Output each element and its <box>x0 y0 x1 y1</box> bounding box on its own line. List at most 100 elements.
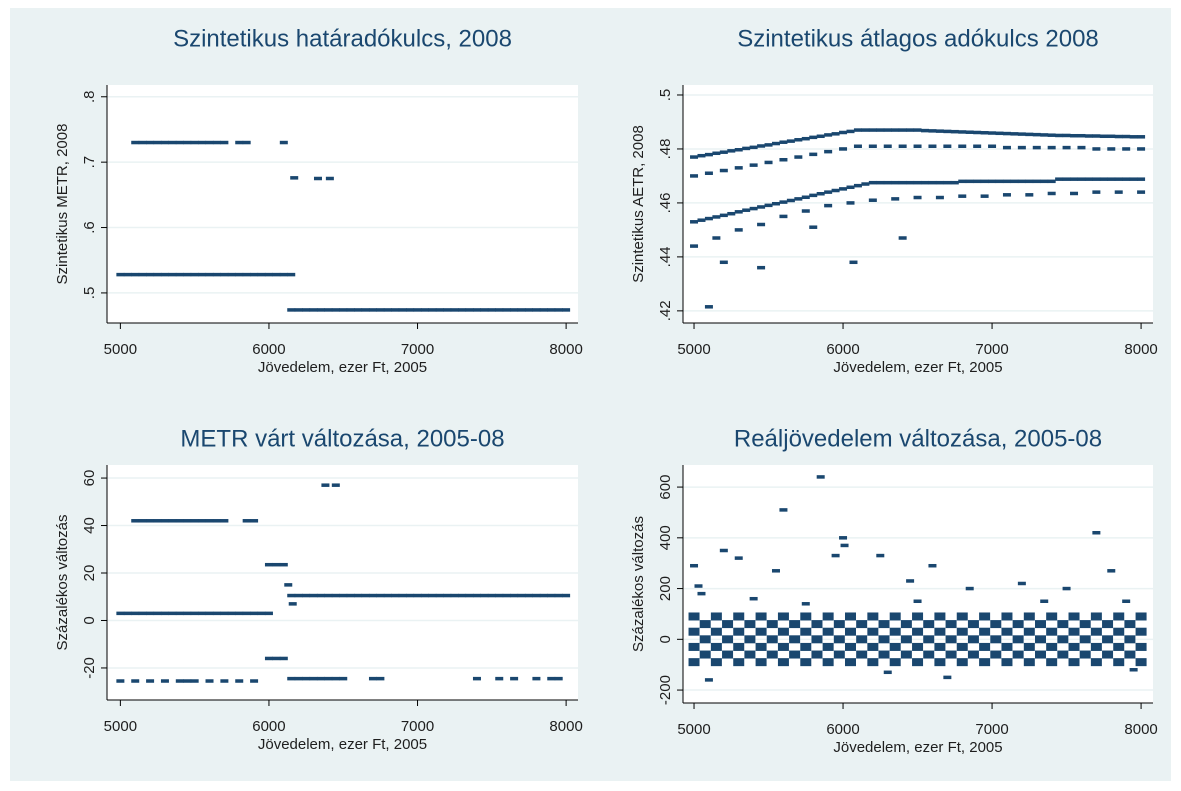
point <box>212 519 221 523</box>
plot-area <box>107 85 578 323</box>
point <box>1113 627 1125 636</box>
point <box>900 650 912 659</box>
point <box>861 128 870 132</box>
point <box>1001 612 1013 621</box>
point <box>495 308 504 312</box>
point <box>1114 177 1123 181</box>
point <box>943 129 952 134</box>
point <box>183 679 192 683</box>
point <box>950 180 959 185</box>
y-tick-label: .8 <box>81 91 98 104</box>
point <box>1113 642 1125 651</box>
point <box>995 179 1004 184</box>
point <box>846 185 855 190</box>
point <box>1077 145 1086 150</box>
point <box>123 611 132 616</box>
point <box>1023 612 1035 621</box>
point <box>789 635 801 644</box>
point <box>749 145 758 150</box>
point <box>325 176 334 181</box>
y-tick-label: 60 <box>81 470 98 487</box>
point <box>502 593 511 598</box>
point <box>846 201 855 205</box>
y-axis-title: Százalékos változás <box>54 515 71 651</box>
point <box>413 308 422 312</box>
plot-area <box>683 85 1153 323</box>
point <box>766 650 778 659</box>
point <box>822 627 834 636</box>
point <box>1057 635 1069 644</box>
point <box>1002 131 1011 136</box>
point <box>183 272 192 277</box>
point <box>849 260 858 265</box>
point <box>279 140 288 145</box>
point <box>1092 177 1101 181</box>
point <box>956 642 968 651</box>
y-tick-label: .44 <box>657 246 674 267</box>
point <box>990 650 1002 659</box>
point <box>779 200 788 204</box>
y-tick-label: -200 <box>657 675 674 705</box>
point <box>856 620 868 629</box>
point <box>839 130 848 135</box>
point <box>532 676 541 681</box>
point <box>153 140 162 145</box>
point <box>779 214 788 219</box>
point <box>906 579 915 583</box>
point <box>980 131 989 135</box>
point <box>1092 134 1101 138</box>
point <box>809 193 818 198</box>
point <box>809 225 818 229</box>
point <box>487 308 496 312</box>
point <box>510 676 519 681</box>
point <box>1034 635 1046 644</box>
point <box>1124 635 1136 644</box>
point <box>1010 179 1019 184</box>
y-tick-label: 0 <box>657 635 674 643</box>
point <box>1062 177 1071 181</box>
point <box>1001 658 1013 667</box>
point <box>811 650 823 659</box>
point <box>794 155 803 159</box>
point <box>198 611 207 616</box>
point <box>794 197 803 201</box>
point <box>361 308 370 312</box>
point <box>1001 627 1013 636</box>
point <box>935 180 944 185</box>
point <box>704 152 713 157</box>
point <box>524 593 533 598</box>
point <box>428 593 437 598</box>
point <box>1090 658 1102 667</box>
point <box>844 627 856 636</box>
point <box>923 635 935 644</box>
point <box>1057 650 1069 659</box>
point <box>912 642 924 651</box>
point <box>1107 147 1116 151</box>
y-tick-label: .5 <box>657 89 674 102</box>
point <box>749 163 758 167</box>
point <box>1032 179 1041 184</box>
point <box>250 611 259 616</box>
point <box>153 611 162 616</box>
chart-title: Szintetikus átlagos adókulcs 2008 <box>737 25 1099 52</box>
point <box>123 272 132 277</box>
point <box>913 144 922 149</box>
point <box>190 679 199 683</box>
point <box>495 676 504 681</box>
point <box>771 569 780 573</box>
point <box>995 131 1004 136</box>
point <box>906 180 915 185</box>
point <box>1122 177 1131 181</box>
y-tick-label: 600 <box>657 475 674 500</box>
point <box>844 642 856 651</box>
point <box>175 519 184 523</box>
point <box>934 612 946 621</box>
point <box>719 548 728 553</box>
point <box>309 676 318 681</box>
point <box>913 128 922 132</box>
point <box>309 593 318 598</box>
point <box>1092 530 1101 535</box>
point <box>175 679 184 683</box>
point <box>771 141 780 146</box>
point <box>294 308 303 312</box>
